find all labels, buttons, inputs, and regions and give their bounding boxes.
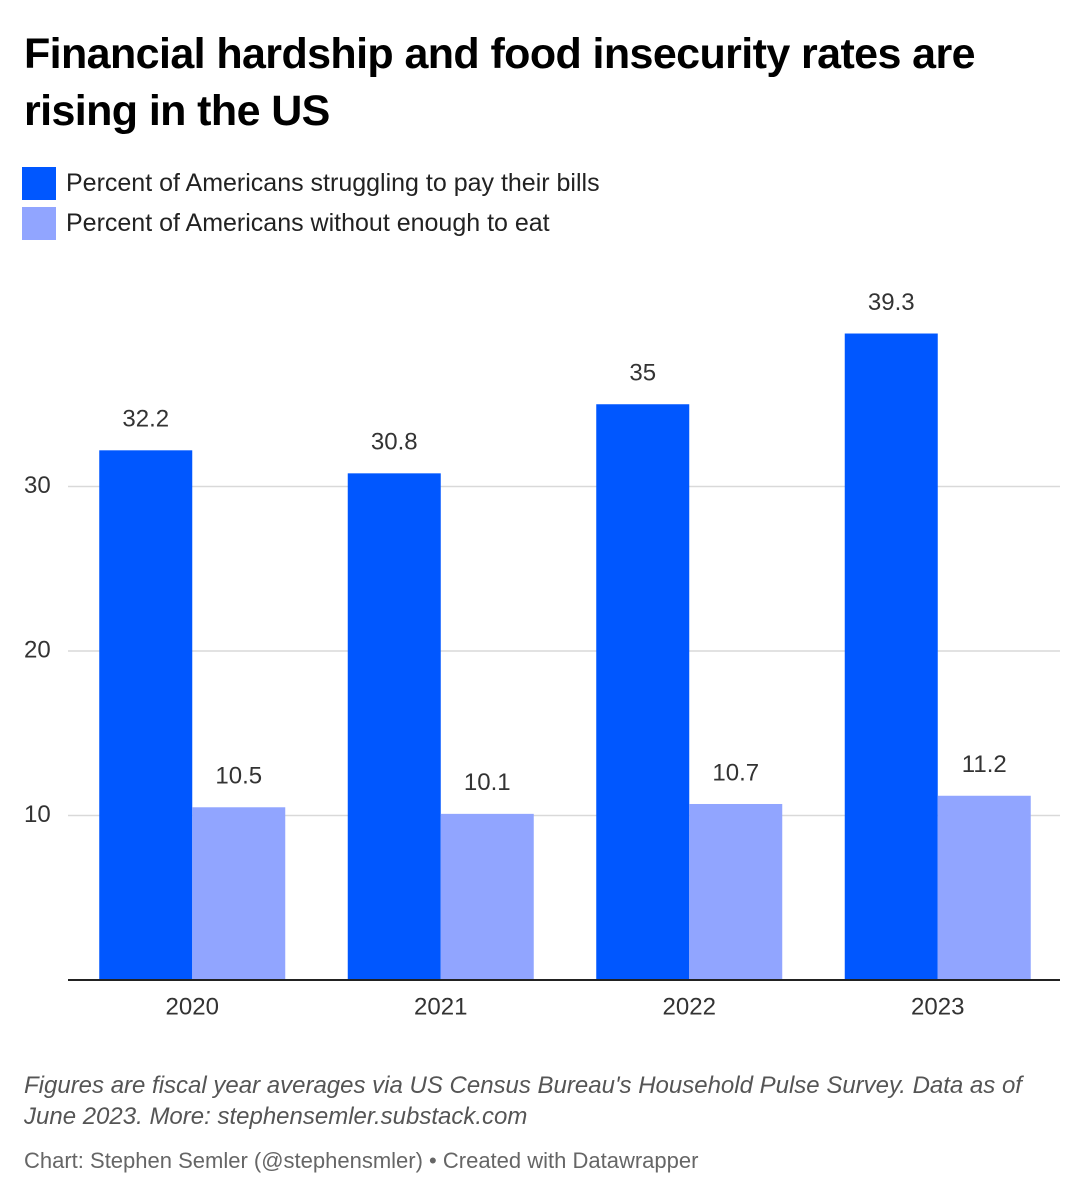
legend-item: Percent of Americans struggling to pay t… — [22, 163, 600, 203]
bar — [844, 333, 938, 980]
credit: Chart: Stephen Semler (@stephensmler) • … — [24, 1148, 699, 1173]
legend-label: Percent of Americans struggling to pay t… — [66, 168, 600, 197]
legend-item: Percent of Americans without enough to e… — [22, 203, 600, 243]
chart-title: Financial hardship and food insecurity r… — [24, 30, 976, 135]
legend-swatch — [22, 166, 56, 200]
y-tick-label: 30 — [24, 472, 51, 499]
chart: 10 20 30 2020 32.2 10.5 2021 30.8 10.1 2022 35 10.7… — [24, 289, 1060, 1020]
bar — [689, 803, 783, 980]
x-tick-label: 2022 — [663, 993, 716, 1020]
x-tick-label: 2023 — [911, 993, 964, 1020]
value-label: 10.5 — [215, 763, 262, 790]
value-label: 39.3 — [868, 289, 915, 316]
bar — [440, 813, 534, 980]
value-label: 10.7 — [712, 759, 759, 786]
bar — [192, 807, 286, 980]
legend-label: Percent of Americans without enough to e… — [66, 208, 550, 237]
x-tick-label: 2020 — [166, 993, 219, 1020]
legend-swatch — [22, 206, 56, 240]
legend: Percent of Americans struggling to pay t… — [22, 163, 600, 243]
value-label: 11.2 — [962, 751, 1007, 778]
bar — [99, 450, 193, 980]
bar — [347, 473, 441, 980]
x-tick-label: 2021 — [414, 993, 467, 1020]
value-label: 10.1 — [464, 769, 511, 796]
y-tick-label: 10 — [24, 801, 51, 828]
y-tick-label: 20 — [24, 636, 51, 663]
bar — [596, 404, 690, 980]
bar — [937, 795, 1031, 980]
value-label: 35 — [629, 360, 656, 387]
caption: Figures are fiscal year averages via US … — [24, 1072, 1022, 1130]
value-label: 32.2 — [122, 406, 169, 433]
value-label: 30.8 — [371, 429, 418, 456]
